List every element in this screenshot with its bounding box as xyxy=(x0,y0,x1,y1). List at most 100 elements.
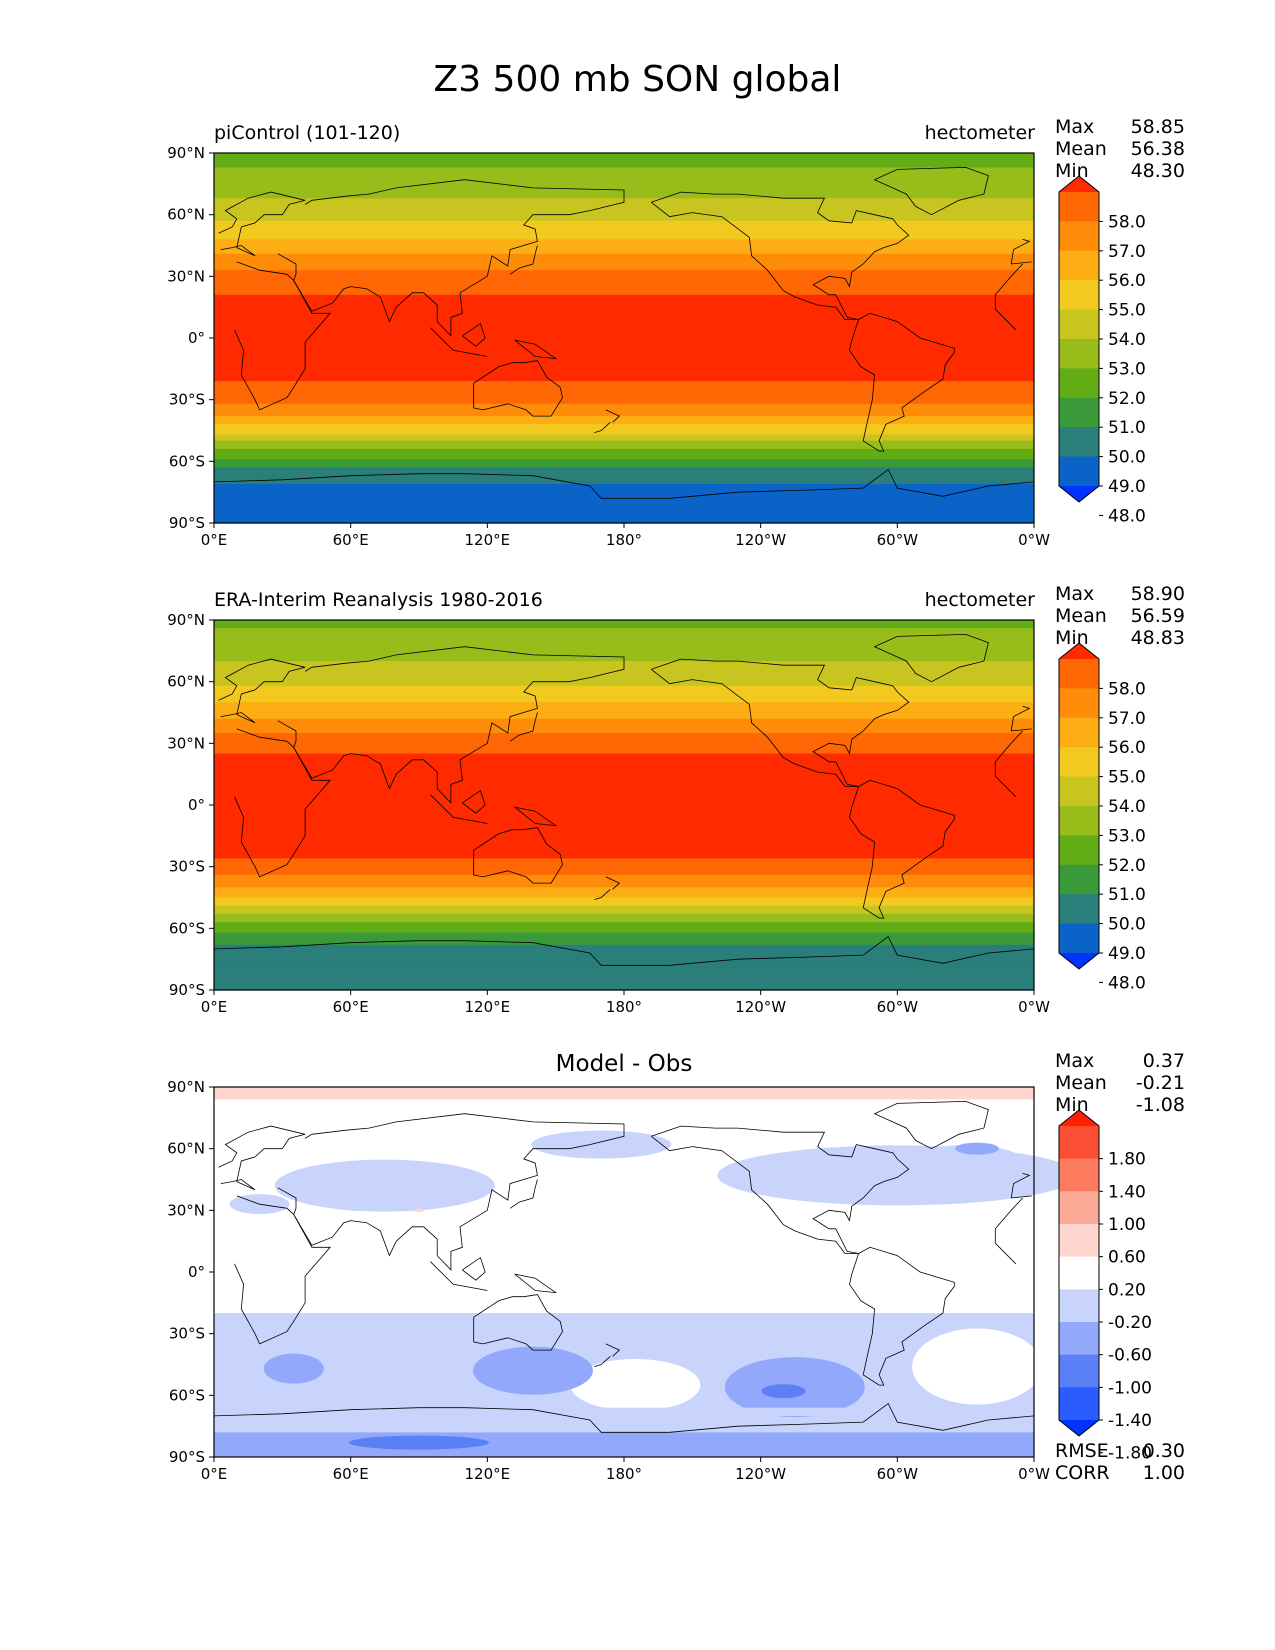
stat-min-value: 48.83 xyxy=(1130,627,1185,649)
coastline xyxy=(277,646,625,804)
colorbar-segment xyxy=(1059,806,1099,836)
colorbar-tick-label: 56.0 xyxy=(1108,738,1146,758)
contour-band xyxy=(214,959,1034,962)
y-tick-label: 90°N xyxy=(167,611,205,629)
contour-band xyxy=(214,407,1034,411)
panel-title: Model - Obs xyxy=(555,1051,693,1077)
colorbar-tick-label: 57.0 xyxy=(1108,242,1146,262)
colorbar: 58.0 57.0 56.0 55.0 54.0 53.0 52.0 51.0 50.0 49.0… xyxy=(1058,175,1146,526)
contour-band xyxy=(214,307,1034,310)
stat-min-value: -1.08 xyxy=(1135,1094,1185,1116)
contour-band xyxy=(214,946,1034,950)
x-tick-label: 120°W xyxy=(735,531,786,549)
contour-band xyxy=(214,813,1034,816)
contour-band xyxy=(214,229,1034,232)
colorbar-extend-top xyxy=(1059,1110,1099,1126)
contour-band xyxy=(214,335,1034,339)
contour-blob xyxy=(905,1145,1026,1182)
x-tick-label: 60°W xyxy=(877,531,919,549)
contour-band xyxy=(214,696,1034,699)
contour-band xyxy=(214,298,1034,302)
coastlines xyxy=(213,633,1035,966)
contour-band xyxy=(214,321,1034,325)
contour-band xyxy=(214,257,1034,261)
stat-rmse-value: 0.30 xyxy=(1142,1440,1185,1462)
contour-band xyxy=(214,728,1034,732)
contour-band xyxy=(214,227,1034,230)
colorbar-segment xyxy=(1059,923,1099,954)
contour-band xyxy=(214,924,1034,927)
contour-band xyxy=(214,747,1034,751)
contour-band xyxy=(214,913,1034,917)
contour-band xyxy=(214,479,1034,483)
contour-band xyxy=(214,179,1034,183)
map-plot: 0°E 60°E 120°E 180° 120°W 60°W 0°W 90°N 60°N 30°N… xyxy=(167,144,1146,549)
colorbar-segment xyxy=(1059,747,1099,778)
contour-band xyxy=(214,759,1034,763)
contour-band xyxy=(214,483,1034,487)
contour-band xyxy=(214,432,1034,436)
contour-band xyxy=(214,907,1034,911)
contour-band xyxy=(214,800,1034,804)
contour-band xyxy=(214,646,1034,650)
contour-band xyxy=(214,630,1034,633)
contour-band xyxy=(214,815,1034,818)
colorbar-tick-label: 51.0 xyxy=(1108,418,1146,438)
contour-band xyxy=(214,671,1034,675)
stat-mean-label: Mean xyxy=(1055,605,1107,627)
contour-band xyxy=(214,381,1034,384)
coastline xyxy=(651,1125,910,1254)
contour-band xyxy=(214,311,1034,314)
coastline xyxy=(514,339,558,360)
contour-band xyxy=(214,872,1034,876)
contour-band xyxy=(214,220,1034,224)
colorbar-tick-label: 51.0 xyxy=(1108,885,1146,905)
colorbar-segment xyxy=(1059,1354,1099,1388)
contour-band xyxy=(214,428,1034,432)
contour-band xyxy=(214,920,1034,923)
contour-band xyxy=(214,876,1034,880)
contour-band xyxy=(214,224,1034,228)
coastline xyxy=(430,794,488,824)
colorbar-segment xyxy=(1059,894,1099,925)
contour-band xyxy=(214,901,1034,905)
contour-band xyxy=(214,755,1034,759)
contour-band xyxy=(214,342,1034,345)
contour-band xyxy=(214,286,1034,290)
colorbar-tick-label: 55.0 xyxy=(1108,768,1146,788)
contour-band xyxy=(214,716,1034,720)
contour-band xyxy=(214,463,1034,467)
colorbar-segment xyxy=(1059,688,1099,719)
colorbar-tick-label: 53.0 xyxy=(1108,359,1146,379)
contour-band xyxy=(214,829,1034,833)
coastline xyxy=(218,658,306,724)
contour-band xyxy=(214,459,1034,462)
coastline xyxy=(430,1261,488,1291)
contour-band xyxy=(214,235,1034,238)
contour-band xyxy=(214,879,1034,882)
contour-band xyxy=(214,233,1034,236)
stat-mean-label: Mean xyxy=(1055,138,1107,160)
y-tick-label: 30°S xyxy=(169,1325,205,1343)
y-tick-label: 60°S xyxy=(169,919,205,937)
coastline xyxy=(430,327,488,357)
contour-band xyxy=(214,333,1034,337)
contour-band xyxy=(214,455,1034,458)
x-tick-label: 120°E xyxy=(465,531,511,549)
colorbar-segment xyxy=(1059,397,1099,428)
units-label: hectometer xyxy=(924,122,1035,144)
contour-band xyxy=(214,418,1034,421)
colorbar-tick-label: -1.40 xyxy=(1108,1411,1152,1431)
contour-band xyxy=(214,395,1034,399)
contour-band xyxy=(214,780,1034,783)
contour-band xyxy=(214,344,1034,347)
contour-band xyxy=(214,498,1034,501)
contour-blob xyxy=(274,1159,495,1212)
contour-band xyxy=(214,708,1034,712)
stat-mean-value: 56.38 xyxy=(1130,138,1185,160)
coastline xyxy=(462,1256,486,1281)
x-tick-label: 180° xyxy=(606,998,642,1016)
filled-contours xyxy=(214,153,1034,524)
contour-band xyxy=(214,430,1034,434)
contour-band xyxy=(214,794,1034,798)
